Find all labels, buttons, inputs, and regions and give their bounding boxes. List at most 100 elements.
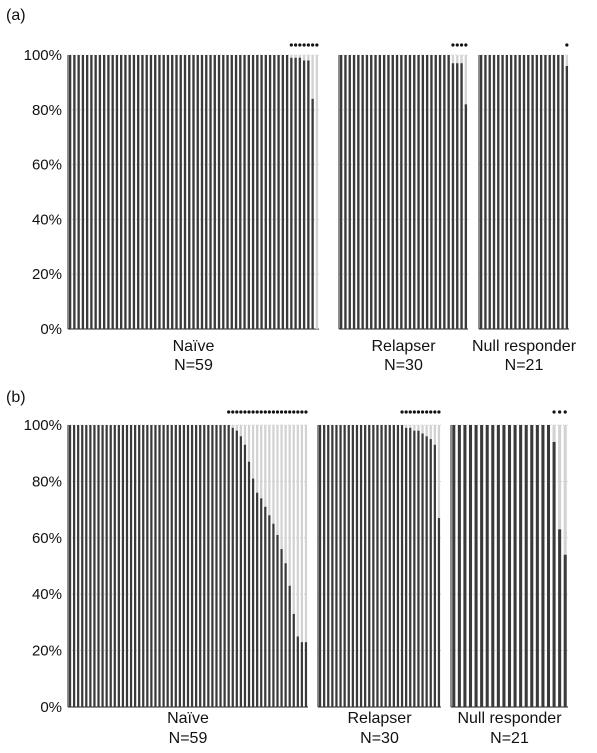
marker-dot — [429, 410, 433, 414]
bar — [348, 55, 351, 329]
group-n-label: N=59 — [174, 357, 213, 374]
marker-dot — [416, 410, 421, 414]
bar — [541, 425, 545, 707]
bar — [323, 425, 326, 707]
bar — [430, 55, 433, 329]
bar — [162, 425, 165, 707]
bar — [77, 55, 80, 329]
marker-dot — [304, 410, 308, 414]
bar-minor-segment — [280, 425, 283, 550]
bar-minor-segment — [276, 425, 279, 535]
bar — [200, 55, 204, 329]
bar — [463, 425, 467, 707]
y-tick-label: 40% — [32, 211, 62, 228]
marker-dot — [239, 410, 243, 414]
marker-dot — [289, 43, 293, 47]
bar — [451, 63, 455, 329]
bar — [552, 55, 556, 329]
bar — [128, 55, 131, 329]
bar — [561, 55, 564, 329]
marker-dot — [227, 410, 231, 414]
bar — [183, 55, 187, 329]
bar — [339, 425, 342, 707]
panel-label: (b) — [6, 389, 26, 406]
bar — [94, 55, 97, 329]
y-tick-label: 80% — [32, 102, 62, 119]
bar — [530, 425, 534, 707]
bar — [433, 444, 436, 707]
bar — [260, 55, 263, 329]
bar — [413, 430, 416, 707]
bar-minor-segment — [260, 425, 263, 499]
bar — [272, 523, 275, 707]
bar — [146, 425, 149, 707]
bar-minor-segment — [243, 425, 247, 445]
bar-minor-segment — [290, 55, 293, 58]
bar — [260, 498, 263, 707]
bar-minor-segment — [464, 55, 468, 105]
bar — [380, 425, 383, 707]
bar — [192, 55, 195, 329]
marker-dot — [284, 410, 288, 414]
bar — [404, 55, 407, 329]
bar — [256, 492, 259, 707]
bar-minor-segment — [433, 425, 436, 445]
panel-label: (a) — [6, 7, 26, 24]
marker-dot — [565, 43, 569, 47]
bar — [186, 425, 190, 707]
bar — [111, 55, 114, 329]
y-tick-label: 100% — [24, 47, 62, 64]
bar-minor-segment — [296, 425, 299, 637]
bar — [73, 55, 76, 329]
bar — [507, 425, 512, 707]
bar — [89, 425, 92, 707]
bar — [488, 55, 491, 329]
y-tick-label: 0% — [40, 699, 62, 716]
bar-minor-segment — [315, 55, 319, 329]
group-n-label: N=21 — [505, 357, 544, 374]
bar — [388, 425, 391, 707]
bar — [141, 55, 144, 329]
bar — [97, 425, 100, 707]
bar — [243, 444, 247, 707]
bar-minor-segment — [251, 425, 255, 479]
bar — [158, 425, 161, 707]
bar — [552, 441, 556, 707]
bar — [480, 425, 484, 707]
marker-dot — [279, 410, 284, 414]
bar — [85, 55, 89, 329]
bar — [68, 425, 72, 707]
bar-minor-segment — [417, 425, 420, 431]
bar — [234, 55, 238, 329]
bar-minor-segment — [231, 425, 234, 428]
bar — [429, 439, 432, 707]
y-tick-label: 80% — [32, 473, 62, 490]
panel-a: (a) 100% 80% 60% 40% 20% 0% Naïve N=59 Relapser N=… — [6, 7, 577, 374]
bar — [372, 425, 375, 707]
bar — [285, 55, 289, 329]
bar — [277, 55, 280, 329]
marker-dot — [288, 410, 292, 414]
bar — [149, 55, 153, 329]
bar — [90, 55, 93, 329]
bar — [351, 425, 354, 707]
bar — [352, 55, 356, 329]
marker-dot — [420, 410, 425, 414]
bar — [235, 430, 238, 707]
bar — [434, 55, 437, 329]
bar — [395, 55, 399, 329]
bar — [392, 425, 395, 707]
bar — [524, 425, 528, 707]
bar — [196, 55, 199, 329]
bar — [170, 425, 173, 707]
bar — [396, 425, 400, 707]
bar — [276, 534, 279, 707]
bar — [331, 425, 334, 707]
bar — [129, 425, 133, 707]
y-tick-label: 0% — [40, 321, 62, 338]
bar — [327, 425, 330, 707]
bar — [105, 425, 108, 707]
marker-dot — [267, 410, 271, 414]
bar — [178, 425, 181, 707]
